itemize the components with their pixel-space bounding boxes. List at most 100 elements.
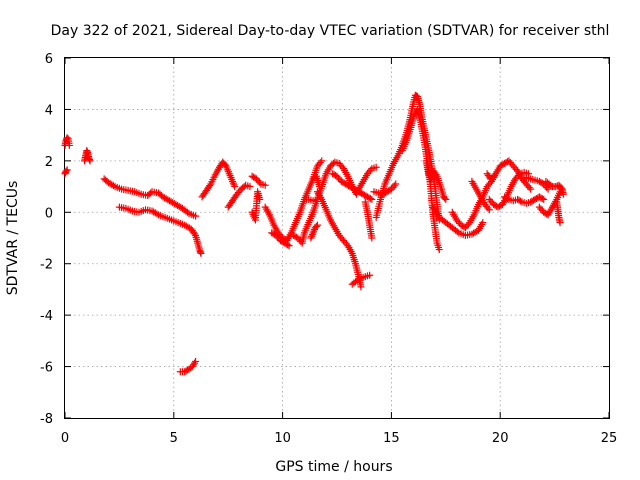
data-point	[368, 195, 376, 203]
data-point	[192, 212, 200, 220]
data-point	[309, 229, 317, 237]
data-point	[547, 181, 555, 189]
data-point	[109, 182, 117, 190]
data-point	[490, 172, 498, 180]
data-point	[246, 183, 254, 191]
series-arc-26	[429, 203, 441, 219]
data-point	[261, 181, 269, 189]
y-tick-label: -8	[40, 412, 53, 427]
data-point	[366, 166, 374, 174]
data-point	[342, 240, 350, 248]
data-point	[372, 163, 380, 171]
x-tick-label: 25	[601, 431, 618, 446]
data-point	[308, 232, 316, 240]
x-axis-label: GPS time / hours	[275, 459, 392, 475]
series-arc-20	[348, 271, 374, 288]
y-tick-label: -4	[40, 309, 53, 324]
data-point	[230, 181, 238, 189]
data-point	[316, 159, 324, 167]
y-tick-label: 2	[45, 155, 53, 170]
data-point	[538, 195, 546, 203]
data-point	[557, 184, 565, 192]
series-arc-09	[248, 172, 269, 189]
series-arc-35	[542, 177, 567, 198]
x-tick-label: 0	[61, 431, 69, 446]
data-point	[65, 141, 73, 149]
y-tick-label: 4	[45, 103, 53, 118]
data-point	[318, 157, 326, 165]
plot-frame	[64, 57, 610, 419]
series-arc-27	[435, 213, 487, 239]
data-point	[256, 195, 264, 203]
series-arc-01	[61, 166, 71, 178]
data-point	[153, 210, 161, 218]
data-point	[435, 246, 443, 254]
data-point	[190, 359, 198, 367]
series-arc-32	[501, 193, 548, 207]
data-point	[442, 195, 450, 203]
data-point	[338, 163, 346, 171]
data-point	[390, 182, 398, 190]
data-point	[284, 241, 292, 249]
x-tick-label: 10	[274, 431, 291, 446]
data-point	[366, 271, 374, 279]
series-arc-07	[198, 158, 239, 201]
data-point	[316, 183, 324, 191]
series-arc-21	[361, 198, 376, 242]
data-point	[485, 206, 493, 214]
data-point	[512, 165, 520, 173]
data-point	[63, 134, 71, 142]
data-point	[86, 157, 94, 165]
data-point	[353, 276, 361, 284]
x-tick-label: 15	[383, 431, 400, 446]
series-arc-31	[485, 168, 532, 211]
data-point	[559, 190, 567, 198]
data-point	[308, 231, 316, 239]
data-point	[231, 183, 239, 191]
data-point	[540, 195, 548, 203]
series-arc-29	[468, 177, 493, 214]
chart-title: Day 322 of 2021, Sidereal Day-to-day VTE…	[51, 23, 610, 39]
data-point	[441, 194, 449, 202]
series-arc-03	[81, 147, 94, 165]
data-point	[432, 209, 440, 217]
y-tick-label: -6	[40, 361, 53, 376]
data-point	[229, 179, 237, 187]
data-point	[556, 219, 564, 227]
y-tick-labels: -8 -6 -4 -2 0 2 4 6	[40, 52, 53, 427]
series-arc-22	[370, 180, 400, 198]
series-arc-06	[176, 357, 200, 376]
data-point	[527, 185, 535, 193]
data-point	[464, 220, 472, 228]
series-arc-25	[422, 157, 450, 203]
data-point	[183, 208, 191, 216]
data-point	[192, 357, 200, 365]
series-arc-10	[248, 188, 264, 224]
data-point	[431, 206, 439, 214]
data-point	[525, 183, 533, 191]
series-arc-05	[115, 203, 205, 257]
data-point	[357, 283, 365, 291]
data-point	[255, 178, 263, 186]
y-tick-label: 0	[45, 206, 53, 221]
series-arc-30	[483, 170, 498, 183]
data-point	[432, 171, 440, 179]
series-arc-36	[553, 198, 564, 227]
data-point	[190, 230, 198, 238]
data-point	[285, 242, 293, 250]
data-point	[229, 177, 237, 185]
x-tick-label: 5	[170, 431, 178, 446]
series-arc-19	[355, 163, 380, 193]
data-point	[544, 185, 552, 193]
data-point	[63, 166, 71, 174]
data-point	[514, 171, 522, 179]
series-arc-08	[224, 181, 254, 211]
data-point	[488, 174, 496, 182]
series-arc-12	[268, 229, 293, 250]
series-arc-15	[307, 221, 321, 242]
y-tick-label: -2	[40, 258, 53, 273]
data-point	[432, 207, 440, 215]
data-point	[392, 180, 400, 188]
data-point	[312, 222, 320, 230]
data-point	[368, 234, 376, 242]
